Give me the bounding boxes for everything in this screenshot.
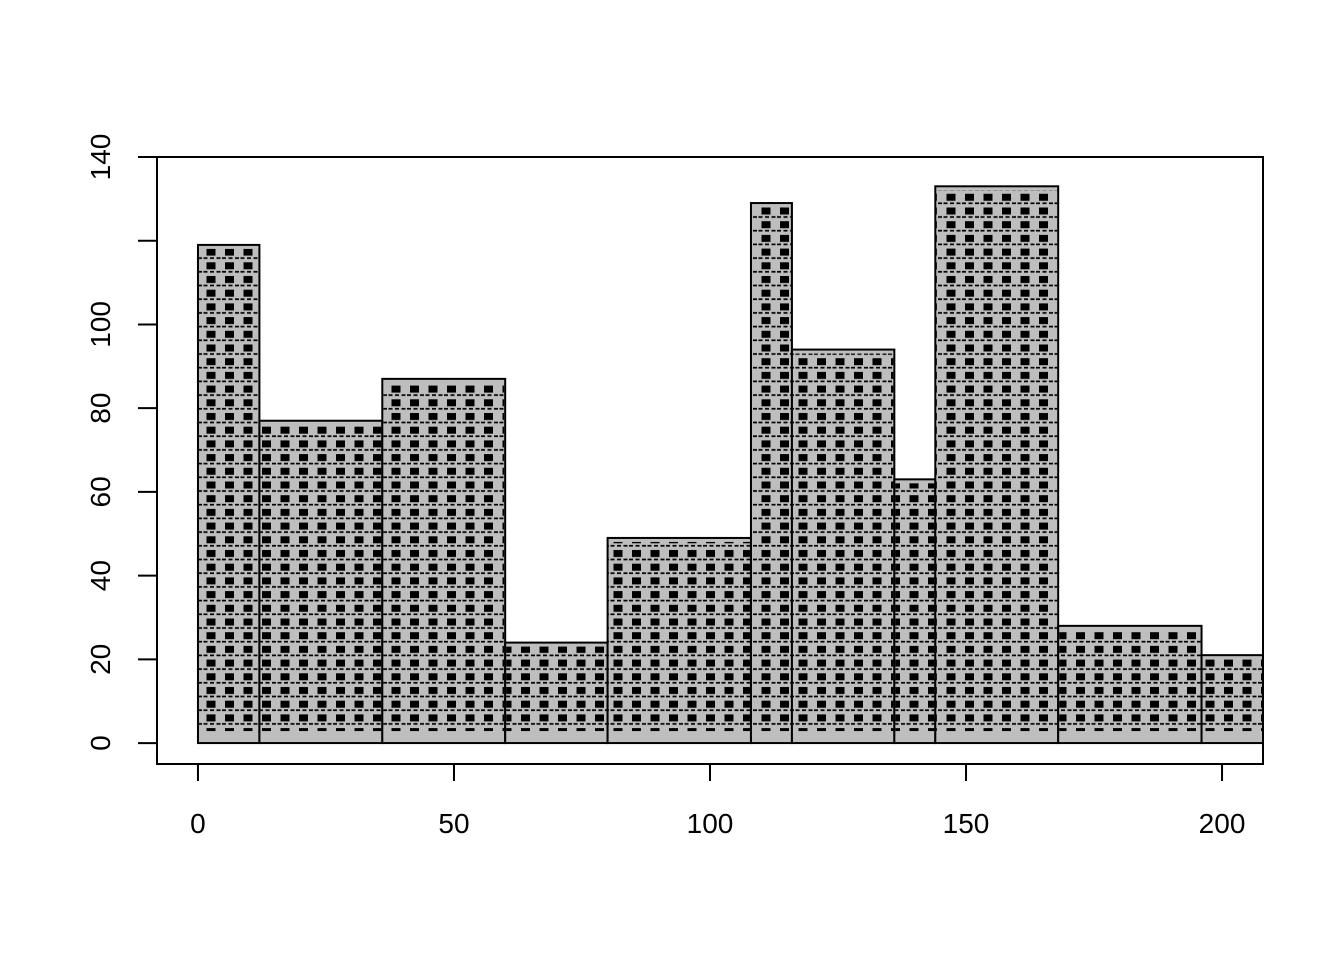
histogram-bar-6: [790, 348, 896, 745]
y-tick-label-2: 40: [85, 560, 116, 591]
x-axis: 0 50 100 150 200: [190, 763, 1246, 839]
x-tick-label-1: 50: [438, 808, 469, 839]
x-tick-label-2: 100: [687, 808, 734, 839]
histogram-bar-5: [749, 202, 793, 745]
y-tick-label-5: 100: [85, 301, 116, 348]
y-tick-label-1: 20: [85, 644, 116, 675]
histogram-bar-9: [1057, 624, 1203, 745]
y-tick-label-4: 80: [85, 393, 116, 424]
x-tick-label-4: 200: [1199, 808, 1246, 839]
bars-layer: [196, 185, 1263, 745]
y-tick-label-3: 60: [85, 476, 116, 507]
x-tick-label-3: 150: [943, 808, 990, 839]
y-tick-label-7: 140: [85, 134, 116, 181]
histogram-bar-10: [1200, 654, 1263, 745]
histogram-bar-8: [934, 185, 1060, 745]
histogram-bar-0: [196, 243, 261, 745]
histogram-bar-2: [381, 377, 507, 745]
y-axis: 0 20 40 60 80 100 140: [85, 134, 158, 751]
histogram-bar-3: [504, 641, 609, 745]
x-tick-label-0: 0: [190, 808, 206, 839]
histogram-bar-4: [606, 536, 752, 745]
histogram-bar-1: [258, 419, 384, 745]
histogram-bar-7: [893, 478, 937, 745]
y-tick-label-0: 0: [85, 735, 116, 751]
